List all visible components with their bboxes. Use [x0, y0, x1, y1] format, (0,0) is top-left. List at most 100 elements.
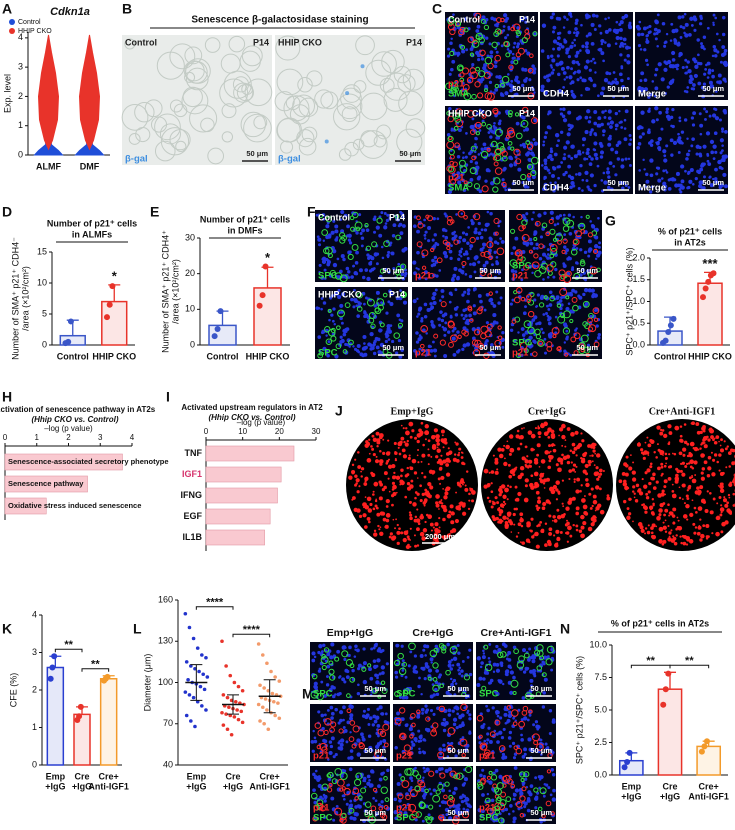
- nucleus: [619, 53, 623, 57]
- stain-signal: [511, 709, 519, 717]
- x-tick-label: 0: [204, 427, 209, 436]
- nucleus: [378, 777, 383, 782]
- nucleus: [362, 709, 366, 713]
- colony: [685, 543, 689, 546]
- nucleus: [330, 736, 335, 741]
- nucleus: [469, 159, 473, 164]
- annotation: ****: [206, 597, 224, 609]
- nucleus: [581, 178, 585, 182]
- colony: [444, 491, 449, 496]
- nucleus: [504, 188, 508, 192]
- colony: [596, 453, 601, 458]
- nucleus: [637, 142, 642, 146]
- colony: [701, 467, 706, 471]
- colony: [435, 434, 440, 439]
- stain-signal: [337, 309, 345, 318]
- nucleus: [582, 292, 586, 297]
- y-tick-label: 1: [18, 120, 23, 130]
- nucleus: [472, 336, 476, 341]
- nucleus: [365, 228, 370, 232]
- stain-signal: [462, 84, 470, 91]
- nucleus: [560, 161, 564, 164]
- nucleus: [653, 27, 658, 32]
- nucleus: [349, 731, 352, 734]
- nucleus: [517, 331, 520, 334]
- nucleus: [317, 710, 321, 714]
- nucleus: [444, 321, 448, 325]
- stain-signal: [383, 776, 388, 781]
- tissue: [185, 67, 209, 91]
- nucleus: [544, 742, 548, 746]
- data-point: [233, 699, 238, 704]
- colony: [402, 537, 407, 543]
- nucleus: [621, 84, 626, 90]
- data-point: [51, 653, 58, 660]
- nucleus: [574, 290, 578, 294]
- y-tick-label: 1.0: [632, 296, 645, 306]
- nucleus: [356, 648, 360, 653]
- nucleus: [322, 239, 326, 242]
- colony: [371, 434, 375, 438]
- nucleus: [628, 163, 632, 167]
- nucleus: [487, 169, 491, 173]
- nucleus: [378, 328, 383, 333]
- nucleus: [500, 92, 504, 97]
- nucleus: [375, 262, 379, 266]
- colony: [668, 431, 673, 435]
- stain-signal: [383, 240, 390, 248]
- stain-signal: [384, 797, 390, 802]
- stain-signal: [587, 272, 593, 278]
- nucleus: [509, 690, 514, 695]
- colony: [372, 437, 378, 443]
- nucleus: [360, 244, 364, 248]
- colony: [720, 482, 724, 486]
- nucleus: [466, 292, 471, 296]
- colony: [557, 467, 562, 473]
- colony: [447, 447, 450, 450]
- colony: [512, 473, 516, 477]
- tissue: [154, 140, 176, 162]
- nucleus: [584, 302, 589, 306]
- stain-signal: [404, 688, 411, 695]
- stain-signal: [483, 24, 490, 30]
- nucleus: [361, 228, 365, 233]
- colony: [535, 544, 540, 549]
- nucleus: [332, 686, 336, 690]
- nucleus: [569, 126, 573, 130]
- nucleus: [344, 342, 348, 347]
- stain-signal: [330, 327, 336, 333]
- data-point: [260, 705, 265, 710]
- nucleus: [723, 184, 728, 189]
- stain-signal: [510, 26, 516, 32]
- nucleus: [559, 112, 564, 116]
- colony: [685, 462, 689, 465]
- data-point: [187, 625, 192, 630]
- nucleus: [509, 88, 513, 93]
- nucleus: [347, 250, 352, 255]
- nucleus: [489, 740, 493, 744]
- nucleus: [346, 338, 351, 343]
- nucleus: [608, 72, 612, 76]
- colony: [371, 447, 375, 451]
- nucleus: [548, 290, 553, 295]
- colony: [557, 457, 562, 462]
- nucleus: [588, 76, 593, 81]
- nucleus: [452, 722, 457, 727]
- x-tick-label: +IgG: [186, 781, 206, 791]
- nucleus: [331, 694, 336, 699]
- stain-signal: [530, 170, 537, 177]
- stain-signal: [570, 336, 577, 343]
- nucleus: [509, 302, 513, 306]
- nucleus: [502, 727, 506, 731]
- nucleus: [468, 713, 472, 717]
- tissue: [124, 38, 136, 50]
- nucleus: [398, 695, 402, 699]
- nucleus: [554, 315, 558, 319]
- nucleus: [366, 253, 370, 257]
- stain-signal: [409, 734, 414, 739]
- stain-label: p21: [479, 751, 496, 762]
- nucleus: [399, 289, 402, 292]
- colony: [582, 521, 587, 526]
- nucleus: [348, 345, 351, 348]
- colony: [711, 472, 716, 477]
